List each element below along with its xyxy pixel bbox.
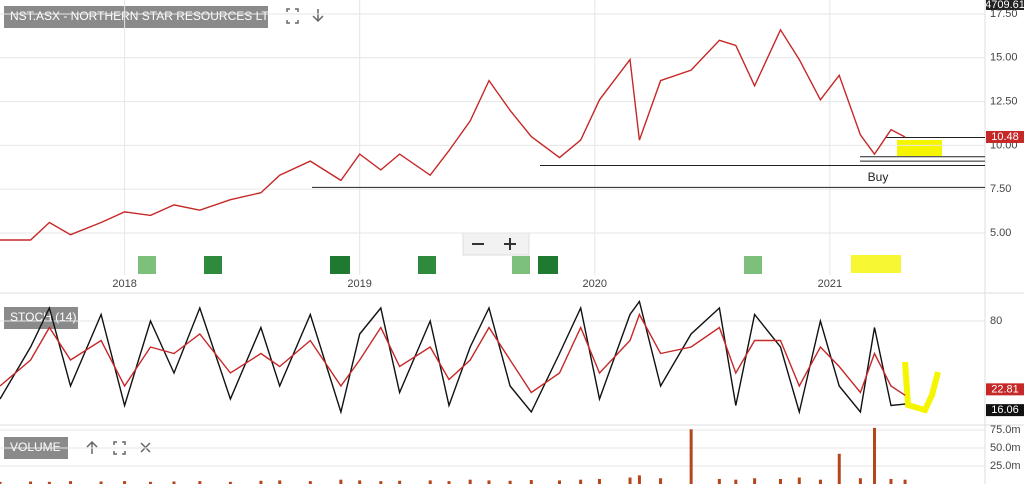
bar <box>379 481 383 484</box>
y-tick-label: 75.0m <box>990 424 1021 436</box>
bar <box>508 480 512 484</box>
last-value-tag <box>986 404 1024 417</box>
bar <box>172 481 176 484</box>
event-marker <box>330 256 350 274</box>
highlight <box>897 140 942 156</box>
bar <box>398 480 402 484</box>
bar <box>753 478 757 484</box>
bar <box>873 427 877 484</box>
line <box>0 312 906 396</box>
bar <box>487 480 491 484</box>
y-tick-label: 80 <box>990 315 1002 327</box>
bar <box>628 477 632 484</box>
event-marker <box>418 256 436 274</box>
chart-title: NST.ASX - NORTHERN STAR RESOURCES LTD <box>10 9 278 23</box>
highlight <box>851 255 901 273</box>
bar <box>858 478 862 484</box>
bar <box>889 478 893 484</box>
bar <box>689 429 693 484</box>
bar <box>148 481 152 484</box>
bar <box>228 481 232 484</box>
event-markers <box>138 256 762 274</box>
bar <box>734 479 738 484</box>
bar <box>259 480 263 484</box>
bar <box>468 479 472 484</box>
bar <box>778 478 782 484</box>
event-marker <box>204 256 222 274</box>
bar <box>797 477 801 484</box>
bar <box>29 481 33 484</box>
y-tick-label: 12.50 <box>990 95 1018 107</box>
bar <box>308 481 312 484</box>
bar <box>278 480 282 484</box>
expand-icon[interactable] <box>113 441 126 455</box>
line <box>0 28 906 241</box>
price-tag-text: 4709.61 <box>985 0 1024 11</box>
last-value-label: 22.81 <box>991 383 1019 395</box>
bar <box>717 478 721 484</box>
bar <box>557 480 561 484</box>
event-marker <box>512 256 530 274</box>
bar <box>123 481 127 484</box>
bar <box>428 480 432 484</box>
x-tick-label: 2019 <box>347 278 371 290</box>
x-tick-label: 2020 <box>583 278 607 290</box>
annotation: Buy <box>868 170 889 184</box>
event-marker <box>538 256 558 274</box>
highlight-scribble <box>902 361 941 414</box>
last-value-tag <box>986 130 1024 143</box>
price-tag <box>986 0 1024 10</box>
bar <box>99 481 103 484</box>
y-tick-label: 15.00 <box>990 52 1018 64</box>
x-tick-label: 2018 <box>112 278 136 290</box>
event-marker <box>744 256 762 274</box>
bar <box>818 479 822 484</box>
bar <box>659 478 663 484</box>
y-tick-label: 25.0m <box>990 460 1021 472</box>
close-icon[interactable] <box>140 442 151 453</box>
last-value-tag <box>986 383 1024 396</box>
expand-icon[interactable] <box>286 8 299 24</box>
bar <box>637 475 641 484</box>
bar <box>198 481 202 484</box>
panel-title: VOLUME <box>10 440 61 454</box>
x-tick-label: 2021 <box>818 278 842 290</box>
bar <box>447 481 451 484</box>
zoom-controls[interactable] <box>462 232 530 256</box>
title-box[interactable] <box>4 307 78 329</box>
bar <box>597 478 601 484</box>
down-icon[interactable] <box>312 9 324 23</box>
y-tick-label: 7.50 <box>990 183 1011 195</box>
bar <box>0 481 2 484</box>
panel-icons[interactable] <box>86 8 324 455</box>
bar <box>69 481 73 484</box>
bar <box>47 481 51 484</box>
bar <box>529 480 533 484</box>
last-value-label: 16.06 <box>991 404 1019 416</box>
line <box>0 299 906 415</box>
event-marker <box>138 256 156 274</box>
title-box[interactable] <box>4 6 268 28</box>
last-value-label: 10.48 <box>991 131 1019 143</box>
bar <box>903 479 907 484</box>
bar <box>837 453 841 484</box>
y-tick-label: 5.00 <box>990 227 1011 239</box>
y-tick-label: 50.0m <box>990 442 1021 454</box>
bar <box>579 479 583 484</box>
bar <box>358 480 362 484</box>
bar <box>339 479 343 484</box>
y-tick-label: 17.50 <box>990 8 1018 20</box>
